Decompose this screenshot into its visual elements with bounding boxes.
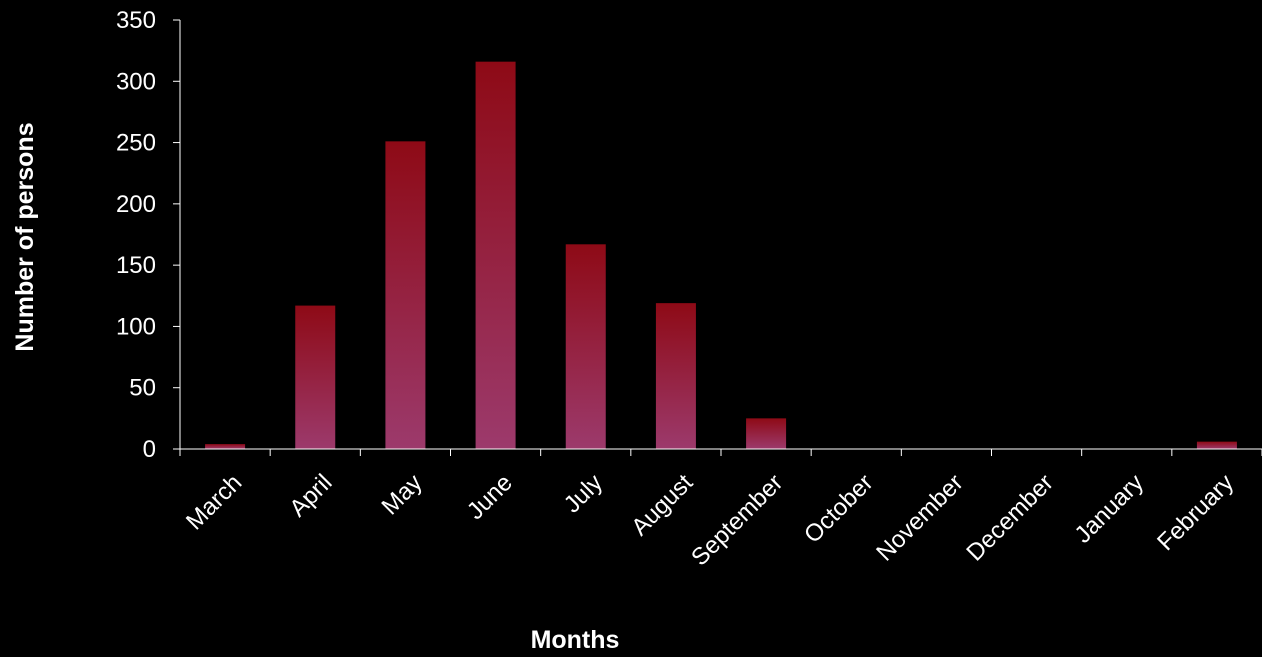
y-tick-label: 350 (116, 7, 156, 34)
bar-august (655, 303, 696, 449)
bar-may (385, 141, 426, 450)
x-tick-label-january: January (1070, 469, 1149, 548)
y-tick-label: 300 (116, 68, 156, 95)
bar-april (295, 305, 336, 449)
x-tick-label-may: May (377, 469, 428, 520)
y-axis-title: Number of persons (11, 122, 39, 351)
y-tick-label: 100 (116, 313, 156, 340)
x-tick-label-february: February (1152, 469, 1239, 556)
x-axis-title: Months (531, 626, 620, 654)
bar-september (746, 418, 787, 449)
axes-group (173, 19, 1262, 456)
x-tick-label-september: September (686, 469, 788, 571)
bar-february (1196, 441, 1237, 449)
x-tick-label-march: March (181, 469, 247, 535)
y-tick-label: 50 (129, 375, 156, 402)
y-tick-label: 250 (116, 130, 156, 157)
y-tick-label: 200 (116, 191, 156, 218)
y-tick-label: 150 (116, 252, 156, 279)
y-tick-label: 0 (143, 436, 156, 463)
x-tick-label-october: October (799, 469, 878, 548)
tick-labels-group: 0 50 100 150 200 250 300 350 March April May June Ju… (116, 7, 1239, 571)
bar-july (565, 244, 606, 449)
x-tick-label-june: June (462, 469, 518, 525)
x-tick-label-august: August (626, 469, 698, 541)
bars-group (205, 61, 1237, 450)
x-tick-label-december: December (961, 469, 1058, 566)
x-tick-label-november: November (871, 469, 968, 566)
bar-march (205, 444, 246, 449)
bar-june (475, 61, 516, 449)
x-tick-label-july: July (559, 469, 608, 518)
x-tick-label-april: April (284, 469, 337, 522)
